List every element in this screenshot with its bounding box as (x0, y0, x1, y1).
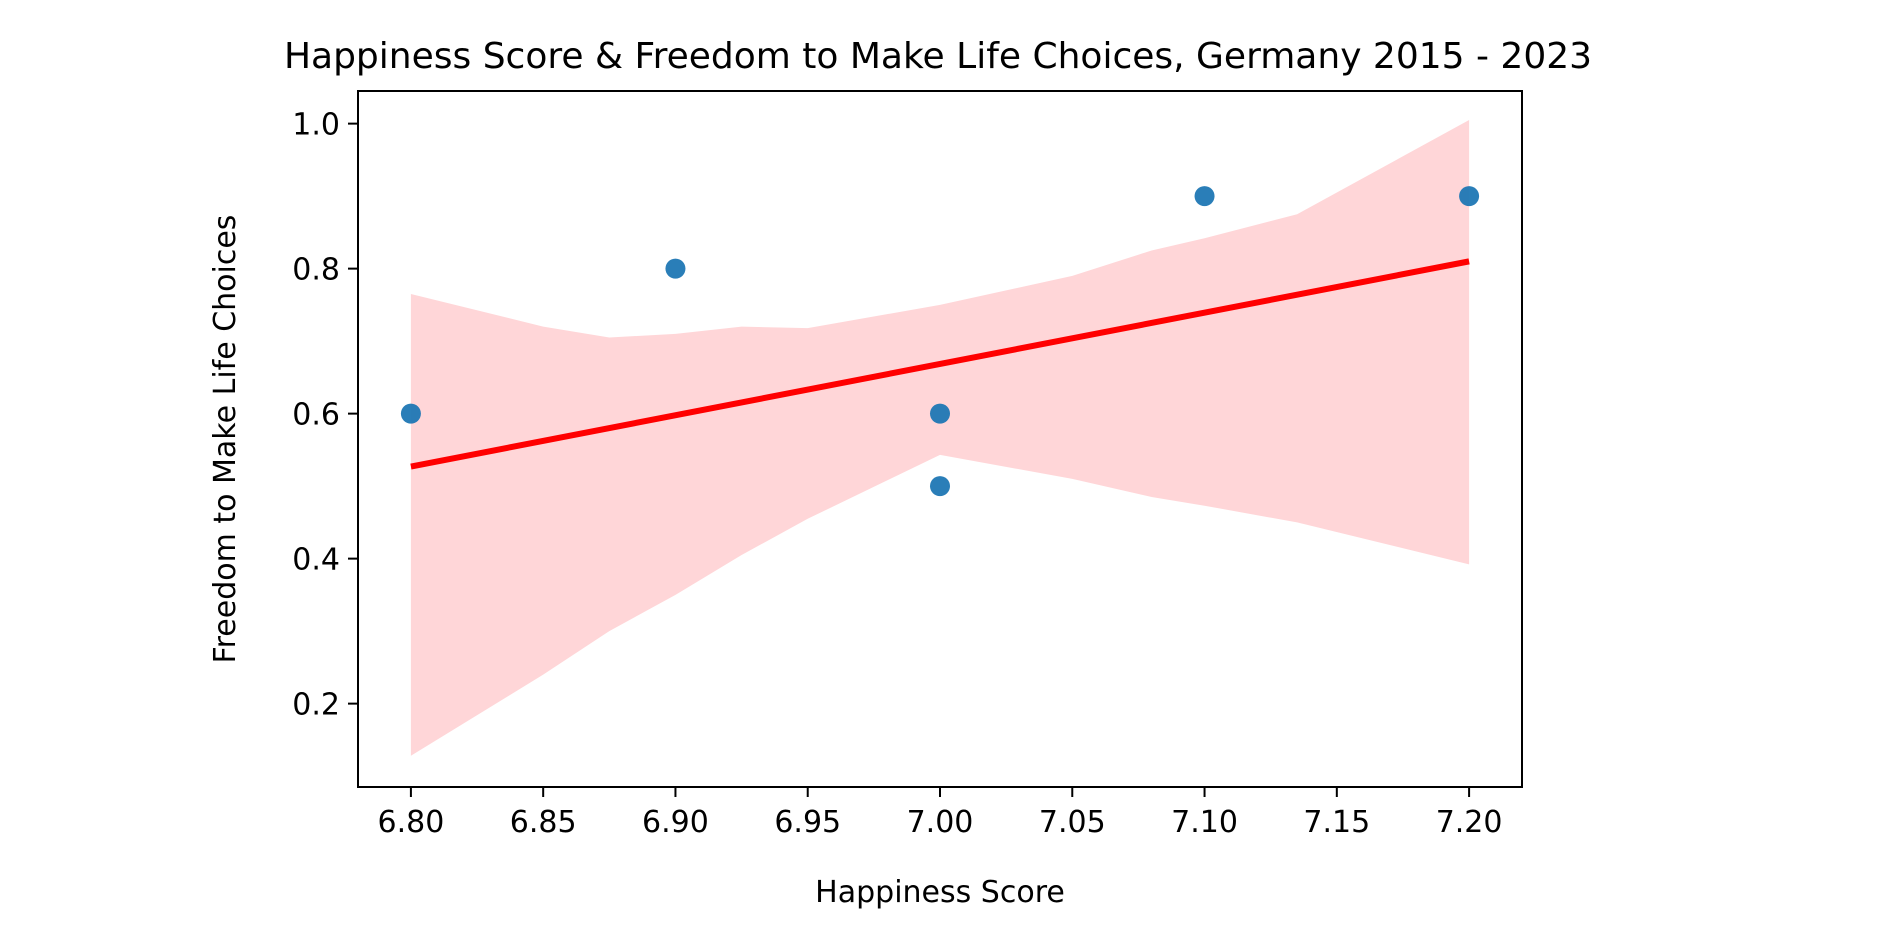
x-tick-label: 6.90 (642, 805, 709, 840)
confidence-band (410, 120, 1470, 756)
data-point (400, 403, 421, 424)
data-point (1194, 186, 1215, 207)
x-tick-label: 7.05 (1039, 805, 1106, 840)
chart-title: Happiness Score & Freedom to Make Life C… (284, 36, 1592, 77)
x-tick-label: 6.85 (510, 805, 577, 840)
x-tick-label: 7.10 (1171, 805, 1238, 840)
data-point (930, 476, 950, 497)
x-tick-label: 7.00 (907, 805, 974, 840)
regression-line-layer (410, 258, 1470, 470)
regression-line (410, 258, 1470, 470)
confidence-band-layer (410, 120, 1470, 756)
x-tick-label: 7.20 (1436, 805, 1503, 840)
x-tick-label: 6.95 (774, 805, 841, 840)
data-point (665, 258, 686, 279)
data-point (930, 403, 950, 424)
data-point (1459, 186, 1480, 207)
y-tick-label: 0.2 (292, 688, 340, 723)
y-tick-label: 1.0 (292, 108, 340, 143)
y-tick-label: 0.8 (292, 253, 340, 288)
x-tick-label: 6.80 (378, 805, 445, 840)
y-tick-label: 0.4 (292, 543, 340, 578)
y-axis-ticks: 0.2 0.4 0.6 0.8 1.0 (292, 108, 358, 723)
x-axis-ticks: 6.80 6.85 6.90 6.95 7.00 7.05 7.10 7.15 7.20 (378, 787, 1503, 840)
y-tick-label: 0.6 (292, 398, 340, 433)
x-axis-label: Happiness Score (815, 875, 1065, 910)
y-axis-label: Freedom to Make Life Choices (208, 215, 243, 664)
x-tick-label: 7.15 (1303, 805, 1370, 840)
data-points-layer (400, 186, 1480, 497)
